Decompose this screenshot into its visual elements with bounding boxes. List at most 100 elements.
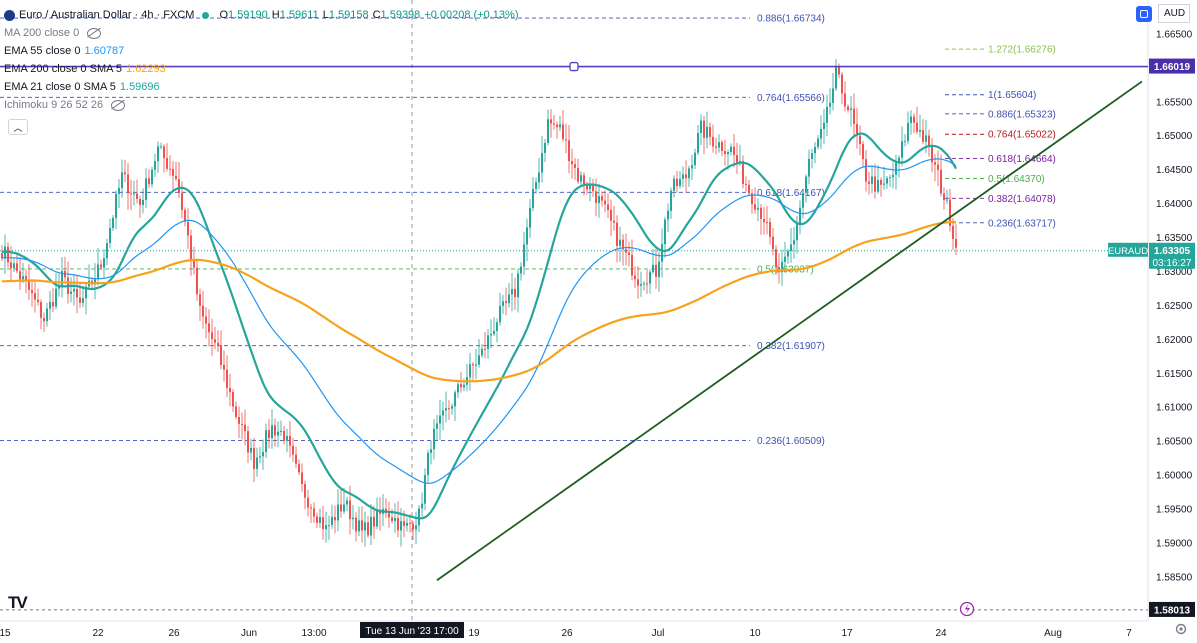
candle-body xyxy=(544,142,546,153)
candle-body xyxy=(490,333,492,336)
candle-body xyxy=(109,228,111,244)
candle-body xyxy=(928,135,930,146)
candle-body xyxy=(670,190,672,211)
candle-body xyxy=(700,120,702,134)
candle-body xyxy=(757,207,759,210)
indicator-row-ema200[interactable]: EMA 200 close 0 SMA 5 1.62293 xyxy=(4,60,518,78)
fib-level-label: 0.236(1.60509) xyxy=(757,436,825,447)
time-tick-label: 15 xyxy=(0,628,11,639)
candle-body xyxy=(901,141,903,158)
hidden-eye-icon[interactable] xyxy=(87,27,102,39)
compare-button[interactable] xyxy=(1136,5,1152,22)
time-tick-label: Jul xyxy=(652,628,665,639)
candle-body xyxy=(361,520,363,531)
candle-body xyxy=(103,258,105,268)
indicator-value: 1.62293 xyxy=(126,63,166,75)
candle-body xyxy=(76,288,78,298)
candle-body xyxy=(811,153,813,159)
ohlc-open-label: O xyxy=(219,9,229,21)
candle-body xyxy=(583,175,585,186)
candle-body xyxy=(943,193,945,201)
candle-body xyxy=(883,183,885,185)
candle-body xyxy=(445,408,447,411)
candle-body xyxy=(493,331,495,334)
square-icon xyxy=(1140,9,1148,18)
candle-body xyxy=(727,151,729,155)
candle-body xyxy=(694,152,696,166)
candle-body xyxy=(181,193,183,210)
candle-body xyxy=(37,299,39,303)
candle-body xyxy=(658,261,660,277)
symbol-title[interactable]: Euro / Australian Dollar · 4h · FXCM xyxy=(19,9,195,21)
candle-body xyxy=(292,445,294,455)
price-tick-label: 1.59500 xyxy=(1156,505,1193,516)
candle-body xyxy=(223,364,225,370)
candle-body xyxy=(232,392,234,407)
candle-body xyxy=(331,517,333,526)
candle-body xyxy=(148,178,150,185)
indicator-row-ema21[interactable]: EMA 21 close 0 SMA 5 1.59696 xyxy=(4,78,518,96)
candle-body xyxy=(199,294,201,306)
candle-body xyxy=(106,243,108,259)
candle-body xyxy=(763,218,765,222)
fib-level-label: 0.886(1.65323) xyxy=(988,109,1056,120)
indicator-row-ichimoku[interactable]: Ichimoku 9 26 52 26 xyxy=(4,96,518,114)
candle-body xyxy=(934,162,936,165)
candle-body xyxy=(766,221,768,223)
candle-body xyxy=(355,517,357,532)
indicator-name: Ichimoku 9 26 52 26 xyxy=(4,99,104,111)
candle-body xyxy=(916,122,918,132)
candle-body xyxy=(760,207,762,219)
candle-body xyxy=(874,176,876,192)
candle-body xyxy=(172,169,174,176)
candle-body xyxy=(634,275,636,280)
ohlc-high: 1.59611 xyxy=(279,9,319,21)
gear-icon[interactable] xyxy=(1174,622,1188,636)
candle-body xyxy=(886,178,888,184)
line-handle xyxy=(569,61,579,72)
candle-body xyxy=(427,452,429,476)
candle-body xyxy=(193,260,195,268)
candle-body xyxy=(895,163,897,175)
candle-body xyxy=(247,431,249,453)
candle-body xyxy=(904,141,906,143)
candle-body xyxy=(589,184,591,190)
candle-body xyxy=(10,262,12,269)
candle-body xyxy=(784,256,786,262)
candle-body xyxy=(844,93,846,107)
candle-body xyxy=(562,124,564,140)
indicator-row-ma200[interactable]: MA 200 close 0 xyxy=(4,24,518,42)
candle-body xyxy=(163,146,165,159)
candle-body xyxy=(388,513,390,518)
candle-body xyxy=(100,264,102,268)
legend-collapse-button[interactable]: ︿ xyxy=(8,119,28,135)
candle-body xyxy=(532,188,534,208)
candle-body xyxy=(802,192,804,208)
candle-body xyxy=(19,271,21,280)
candle-body xyxy=(568,140,570,162)
candle-body xyxy=(439,415,441,424)
candle-body xyxy=(316,516,318,523)
candle-body xyxy=(421,503,423,509)
candle-body xyxy=(238,416,240,424)
currency-select[interactable]: AUD xyxy=(1158,4,1190,23)
candle-body xyxy=(391,517,393,521)
price-tick-label: 1.60500 xyxy=(1156,437,1193,448)
candle-body xyxy=(424,475,426,504)
candle-body xyxy=(334,517,336,521)
candle-body xyxy=(298,463,300,473)
candle-body xyxy=(289,435,291,446)
candle-body xyxy=(307,497,309,508)
candle-body xyxy=(676,178,678,186)
candle-body xyxy=(952,225,954,239)
hidden-eye-icon[interactable] xyxy=(111,99,126,111)
candle-body xyxy=(202,305,204,317)
tradingview-logo-icon[interactable]: TV xyxy=(8,593,28,612)
candle-body xyxy=(577,167,579,182)
indicator-row-ema55[interactable]: EMA 55 close 0 1.60787 xyxy=(4,42,518,60)
candle-body xyxy=(325,525,327,530)
candle-body xyxy=(184,209,186,222)
candle-body xyxy=(277,431,279,436)
candle-body xyxy=(55,288,57,307)
